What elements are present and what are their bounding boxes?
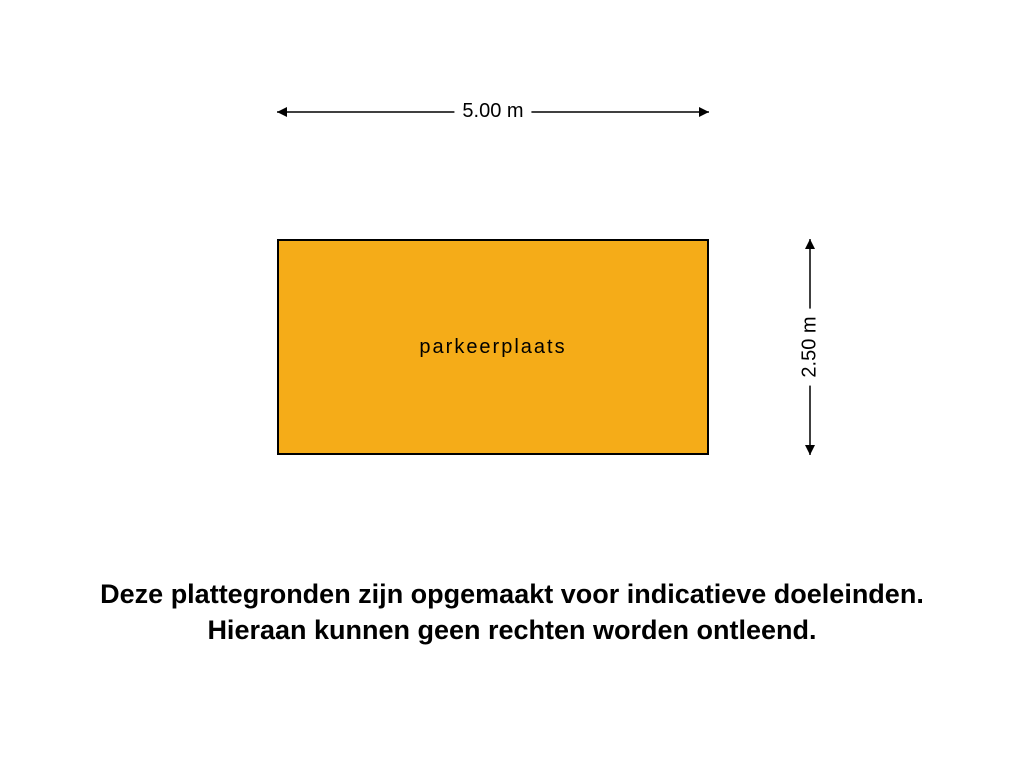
- parking-space-label: parkeerplaats: [419, 336, 566, 359]
- disclaimer-line-1: Deze plattegronden zijn opgemaakt voor i…: [0, 576, 1024, 612]
- disclaimer-line-2: Hieraan kunnen geen rechten worden ontle…: [0, 612, 1024, 648]
- floorplan-canvas: parkeerplaats 5.00 m 2.50 m Deze platteg…: [0, 0, 1024, 768]
- height-dimension: 2.50 m: [798, 239, 822, 455]
- disclaimer-caption: Deze plattegronden zijn opgemaakt voor i…: [0, 576, 1024, 648]
- width-dimension: 5.00 m: [277, 100, 709, 124]
- width-dimension-label: 5.00 m: [454, 100, 531, 123]
- height-dimension-label: 2.50 m: [799, 308, 822, 385]
- parking-space-rect: parkeerplaats: [277, 239, 709, 455]
